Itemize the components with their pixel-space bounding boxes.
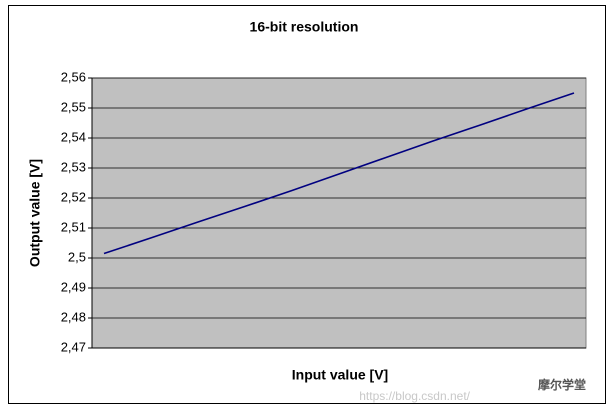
y-tick-label: 2,53 xyxy=(61,159,86,174)
y-tick-label: 2,47 xyxy=(61,339,86,354)
y-tick-label: 2,55 xyxy=(61,99,86,114)
watermark-brand: 摩尔学堂 xyxy=(538,377,586,392)
y-axis-label: Output value [V] xyxy=(27,159,43,267)
y-tick-label: 2,56 xyxy=(61,69,86,84)
y-tick-label: 2,52 xyxy=(61,189,86,204)
chart-title: 16-bit resolution xyxy=(250,19,359,35)
y-tick-label: 2,49 xyxy=(61,279,86,294)
watermark-url: https://blog.csdn.net/ xyxy=(359,389,470,403)
y-tick-label: 2,5 xyxy=(68,249,86,264)
y-tick-label: 2,51 xyxy=(61,219,86,234)
x-axis-label: Input value [V] xyxy=(292,367,388,383)
y-tick-label: 2,48 xyxy=(61,309,86,324)
line xyxy=(103,92,575,255)
y-tick-label: 2,54 xyxy=(61,129,86,144)
plot-area xyxy=(91,77,587,349)
